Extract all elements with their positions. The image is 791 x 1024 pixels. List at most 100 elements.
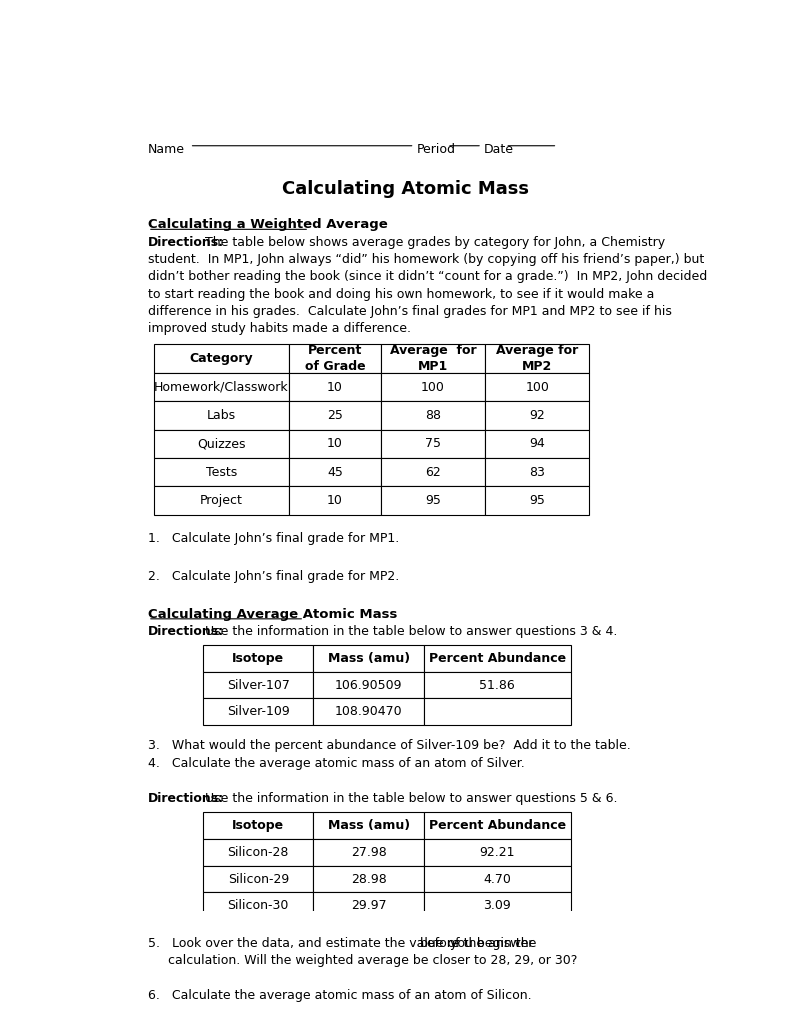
- Bar: [485, 486, 589, 515]
- Bar: [424, 698, 571, 725]
- Bar: [424, 672, 571, 698]
- Text: Calculating Atomic Mass: Calculating Atomic Mass: [282, 180, 529, 199]
- Bar: [381, 458, 485, 486]
- Text: Name: Name: [148, 142, 185, 156]
- Text: 95: 95: [425, 494, 441, 507]
- Text: Mass (amu): Mass (amu): [327, 651, 410, 665]
- Text: 106.90509: 106.90509: [335, 679, 403, 691]
- Text: 3.09: 3.09: [483, 899, 511, 912]
- Bar: [485, 344, 589, 373]
- Bar: [381, 486, 485, 515]
- Text: 108.90470: 108.90470: [335, 706, 403, 719]
- Text: 4.   Calculate the average atomic mass of an atom of Silver.: 4. Calculate the average atomic mass of …: [148, 757, 524, 770]
- Text: Isotope: Isotope: [233, 651, 284, 665]
- Text: to start reading the book and doing his own homework, to see if it would make a: to start reading the book and doing his …: [148, 288, 654, 301]
- Text: Silver-107: Silver-107: [227, 679, 290, 691]
- Bar: [203, 839, 313, 865]
- Bar: [154, 344, 289, 373]
- Text: 2.   Calculate John’s final grade for MP2.: 2. Calculate John’s final grade for MP2.: [148, 570, 399, 583]
- Text: 10: 10: [327, 381, 343, 393]
- Bar: [203, 865, 313, 893]
- Bar: [424, 839, 571, 865]
- Text: Use the information in the table below to answer questions 3 & 4.: Use the information in the table below t…: [197, 625, 617, 638]
- Text: 92: 92: [529, 409, 545, 422]
- Bar: [289, 458, 380, 486]
- Text: 1.   Calculate John’s final grade for MP1.: 1. Calculate John’s final grade for MP1.: [148, 532, 399, 545]
- Text: Silicon-28: Silicon-28: [228, 846, 289, 859]
- Bar: [381, 373, 485, 401]
- Text: didn’t bother reading the book (since it didn’t “count for a grade.”)  In MP2, J: didn’t bother reading the book (since it…: [148, 270, 707, 284]
- Text: before: before: [420, 937, 460, 949]
- Bar: [154, 430, 289, 458]
- Bar: [313, 839, 424, 865]
- Text: 27.98: 27.98: [350, 846, 387, 859]
- Bar: [424, 893, 571, 920]
- Text: 4.70: 4.70: [483, 872, 511, 886]
- Bar: [203, 893, 313, 920]
- Text: 10: 10: [327, 437, 343, 451]
- Text: 28.98: 28.98: [350, 872, 387, 886]
- Text: 29.97: 29.97: [350, 899, 387, 912]
- Bar: [289, 486, 380, 515]
- Bar: [154, 486, 289, 515]
- Text: 83: 83: [529, 466, 545, 478]
- Bar: [154, 373, 289, 401]
- Bar: [313, 672, 424, 698]
- Bar: [203, 812, 313, 839]
- Text: 75: 75: [425, 437, 441, 451]
- Text: Percent
of Grade: Percent of Grade: [305, 344, 365, 373]
- Text: Project: Project: [200, 494, 243, 507]
- Text: you begin the: you begin the: [446, 937, 536, 949]
- Text: Period: Period: [416, 142, 456, 156]
- Text: 95: 95: [529, 494, 545, 507]
- Bar: [289, 373, 380, 401]
- Bar: [485, 458, 589, 486]
- Text: Isotope: Isotope: [233, 819, 284, 831]
- Bar: [203, 672, 313, 698]
- Text: Labs: Labs: [207, 409, 236, 422]
- Text: 51.86: 51.86: [479, 679, 515, 691]
- Text: Homework/Classwork: Homework/Classwork: [154, 381, 289, 393]
- Text: Use the information in the table below to answer questions 5 & 6.: Use the information in the table below t…: [197, 793, 618, 805]
- Text: 45: 45: [327, 466, 343, 478]
- Text: 100: 100: [525, 381, 549, 393]
- Text: difference in his grades.  Calculate John’s final grades for MP1 and MP2 to see : difference in his grades. Calculate John…: [148, 305, 672, 318]
- Text: 6.   Calculate the average atomic mass of an atom of Silicon.: 6. Calculate the average atomic mass of …: [148, 989, 532, 1002]
- Text: Category: Category: [190, 352, 253, 366]
- Bar: [381, 430, 485, 458]
- Text: 10: 10: [327, 494, 343, 507]
- Text: Directions:: Directions:: [148, 236, 224, 249]
- Text: 88: 88: [425, 409, 441, 422]
- Bar: [313, 893, 424, 920]
- Bar: [289, 430, 380, 458]
- Text: Silicon-30: Silicon-30: [228, 899, 289, 912]
- Bar: [381, 344, 485, 373]
- Bar: [313, 645, 424, 672]
- Bar: [154, 401, 289, 430]
- Bar: [203, 645, 313, 672]
- Text: Average  for
MP1: Average for MP1: [390, 344, 476, 373]
- Text: Date: Date: [484, 142, 514, 156]
- Bar: [289, 344, 380, 373]
- Text: Calculating Average Atomic Mass: Calculating Average Atomic Mass: [148, 608, 397, 621]
- Text: 100: 100: [421, 381, 445, 393]
- Bar: [424, 865, 571, 893]
- Text: Percent Abundance: Percent Abundance: [429, 651, 566, 665]
- Text: 25: 25: [327, 409, 343, 422]
- Text: 94: 94: [529, 437, 545, 451]
- Bar: [424, 645, 571, 672]
- Text: 5.   Look over the data, and estimate the value of the answer: 5. Look over the data, and estimate the …: [148, 937, 537, 949]
- Bar: [313, 698, 424, 725]
- Text: Directions:: Directions:: [148, 793, 224, 805]
- Text: Quizzes: Quizzes: [197, 437, 246, 451]
- Bar: [289, 401, 380, 430]
- Text: calculation. Will the weighted average be closer to 28, 29, or 30?: calculation. Will the weighted average b…: [148, 954, 577, 967]
- Text: 92.21: 92.21: [479, 846, 515, 859]
- Text: Calculating a Weighted Average: Calculating a Weighted Average: [148, 218, 388, 231]
- Bar: [485, 373, 589, 401]
- Text: The table below shows average grades by category for John, a Chemistry: The table below shows average grades by …: [197, 236, 665, 249]
- Bar: [203, 698, 313, 725]
- Bar: [485, 401, 589, 430]
- Text: Percent Abundance: Percent Abundance: [429, 819, 566, 831]
- Text: student.  In MP1, John always “did” his homework (by copying off his friend’s pa: student. In MP1, John always “did” his h…: [148, 253, 704, 266]
